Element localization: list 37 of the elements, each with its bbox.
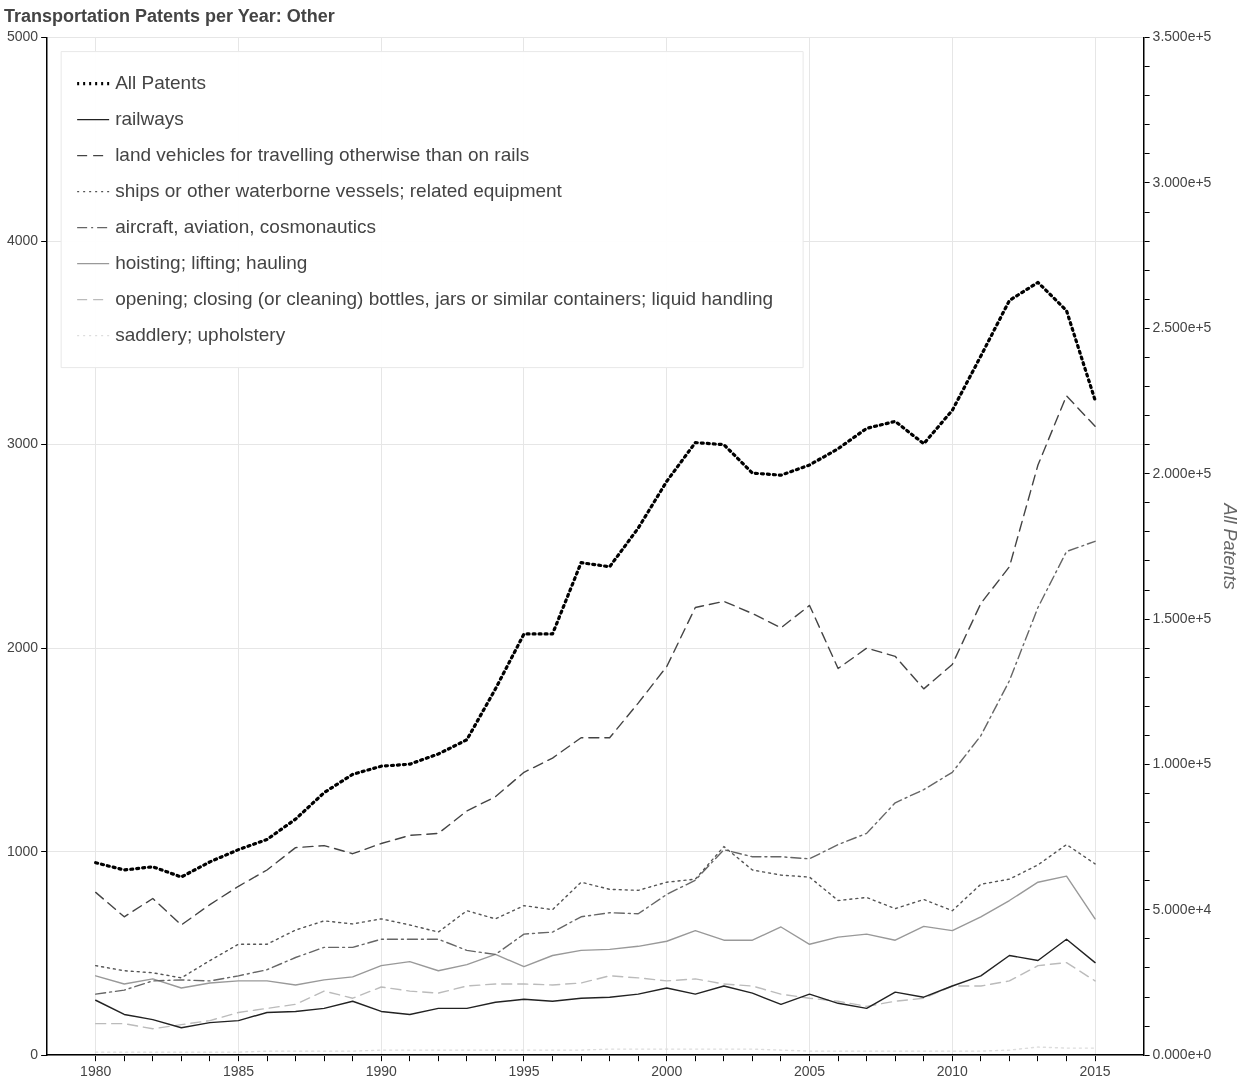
y-tick-label: 5000	[6, 28, 39, 45]
line-series	[94, 843, 1096, 979]
y-tick-label: 1000	[6, 842, 39, 859]
x-tick-label: 2010	[936, 1063, 969, 1080]
legend-label: opening; closing (or cleaning) bottles, jars or similar containers; liquid handling	[115, 287, 774, 309]
y2-tick-label: 0.000e+0	[1152, 1046, 1212, 1063]
x-tick-label: 2000	[651, 1063, 683, 1080]
legend-label: hoisting; lifting; hauling	[115, 251, 308, 273]
x-tick-label: 1985	[222, 1063, 255, 1080]
y2-tick-label: 2.000e+5	[1152, 464, 1212, 481]
legend-label: ships or other waterborne vessels; related equipment	[115, 179, 563, 201]
y2-tick-label: 3.500e+5	[1152, 28, 1212, 45]
y2-tick-label: 1.500e+5	[1152, 609, 1212, 626]
legend-label: aircraft, aviation, cosmonautics	[115, 215, 376, 237]
y-tick-label: 4000	[6, 231, 39, 248]
chart-title: Transportation Patents per Year: Other	[4, 5, 335, 26]
legend-label: All Patents	[115, 71, 206, 93]
line-series	[94, 961, 1096, 1030]
y2-axis-title: All Patents	[1220, 502, 1241, 590]
y2-tick-label: 5.000e+4	[1152, 900, 1212, 917]
legend-label: land vehicles for travelling otherwise than on rails	[115, 143, 530, 165]
x-tick-label: 1990	[365, 1063, 398, 1080]
legend-label: railways	[115, 107, 184, 129]
y-tick-label: 2000	[6, 639, 39, 656]
x-tick-label: 2015	[1079, 1063, 1111, 1080]
y-tick-label: 0	[30, 1046, 39, 1063]
y2-tick-label: 1.000e+5	[1152, 755, 1212, 772]
legend-label: saddlery; upholstery	[115, 323, 286, 345]
line-series	[94, 395, 1096, 926]
y2-tick-label: 3.000e+5	[1152, 173, 1212, 190]
y-tick-label: 3000	[6, 435, 39, 452]
x-tick-label: 1995	[508, 1063, 540, 1080]
y2-tick-label: 2.500e+5	[1152, 319, 1212, 336]
line-series	[94, 540, 1096, 995]
x-tick-label: 2005	[793, 1063, 826, 1080]
line-series	[94, 280, 1097, 879]
x-tick-label: 1980	[80, 1063, 112, 1080]
